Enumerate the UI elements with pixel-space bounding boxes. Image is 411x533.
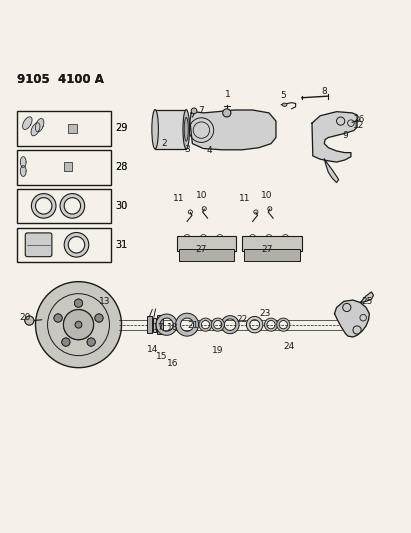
FancyBboxPatch shape (25, 233, 52, 257)
Text: 29: 29 (115, 123, 128, 133)
Text: 27: 27 (196, 245, 207, 254)
Circle shape (54, 314, 62, 322)
Text: 9105  4100 A: 9105 4100 A (17, 72, 104, 86)
Text: 28: 28 (115, 162, 128, 172)
Text: 27: 27 (261, 245, 272, 254)
Text: 26: 26 (353, 115, 365, 124)
Text: 19: 19 (212, 346, 224, 355)
Circle shape (191, 108, 197, 114)
Text: 22: 22 (237, 315, 248, 324)
Polygon shape (35, 118, 44, 132)
Text: 29: 29 (115, 123, 128, 133)
Text: 28: 28 (115, 162, 128, 172)
Circle shape (87, 338, 95, 346)
Bar (68, 124, 77, 133)
Text: 4: 4 (207, 146, 212, 155)
Circle shape (74, 299, 83, 307)
Circle shape (74, 299, 83, 307)
Circle shape (62, 338, 70, 346)
Circle shape (223, 109, 231, 117)
Bar (242, 236, 302, 251)
Text: 21: 21 (187, 321, 199, 330)
Text: 31: 31 (115, 240, 128, 250)
Text: 31: 31 (115, 240, 128, 250)
Text: 23: 23 (259, 309, 270, 318)
Bar (17, 228, 111, 262)
Circle shape (75, 321, 82, 328)
Bar (155, 110, 186, 149)
Polygon shape (324, 159, 339, 182)
Circle shape (25, 316, 34, 325)
Text: 20: 20 (20, 313, 31, 322)
Ellipse shape (152, 110, 158, 149)
Bar (64, 163, 72, 171)
Text: 30: 30 (115, 201, 128, 211)
Polygon shape (21, 157, 26, 167)
Polygon shape (335, 300, 369, 337)
Text: 10: 10 (261, 191, 272, 200)
Text: 12: 12 (353, 120, 365, 130)
Circle shape (95, 314, 103, 322)
Ellipse shape (184, 117, 188, 141)
Bar (17, 150, 111, 184)
Text: 15: 15 (156, 352, 167, 361)
Circle shape (35, 281, 122, 368)
Circle shape (87, 338, 95, 346)
Bar (147, 317, 152, 333)
Text: 9105  4100 A: 9105 4100 A (17, 72, 104, 86)
Bar (157, 315, 163, 335)
Text: 18: 18 (167, 324, 178, 333)
Polygon shape (21, 166, 26, 176)
Ellipse shape (282, 103, 287, 107)
Bar (179, 249, 234, 261)
Text: 14: 14 (147, 345, 158, 354)
Polygon shape (360, 292, 374, 303)
Ellipse shape (183, 110, 189, 149)
Text: 11: 11 (173, 193, 185, 203)
Polygon shape (23, 117, 32, 130)
Circle shape (54, 314, 62, 322)
Bar (153, 318, 156, 332)
Text: 25: 25 (362, 297, 373, 306)
Text: 16: 16 (167, 359, 178, 368)
Text: 11: 11 (239, 193, 250, 203)
Text: 9: 9 (342, 131, 348, 140)
Text: 24: 24 (284, 342, 295, 351)
Text: 30: 30 (115, 201, 128, 211)
Bar (17, 189, 111, 223)
Text: 2: 2 (162, 139, 167, 148)
Circle shape (63, 310, 94, 340)
Text: 1: 1 (225, 90, 231, 99)
Bar (17, 111, 111, 146)
Bar (245, 249, 300, 261)
Bar (177, 236, 236, 251)
Circle shape (25, 316, 34, 325)
Text: 13: 13 (99, 297, 111, 306)
Text: 8: 8 (321, 87, 327, 96)
Polygon shape (31, 123, 40, 136)
Polygon shape (312, 112, 357, 162)
Circle shape (95, 314, 103, 322)
Polygon shape (190, 110, 276, 150)
Text: 3: 3 (184, 145, 190, 154)
Text: 10: 10 (196, 191, 207, 200)
Text: 7: 7 (199, 107, 204, 115)
Circle shape (62, 338, 70, 346)
Circle shape (75, 321, 82, 328)
Text: 5: 5 (280, 91, 286, 100)
Text: 17: 17 (152, 324, 164, 333)
Circle shape (63, 310, 94, 340)
